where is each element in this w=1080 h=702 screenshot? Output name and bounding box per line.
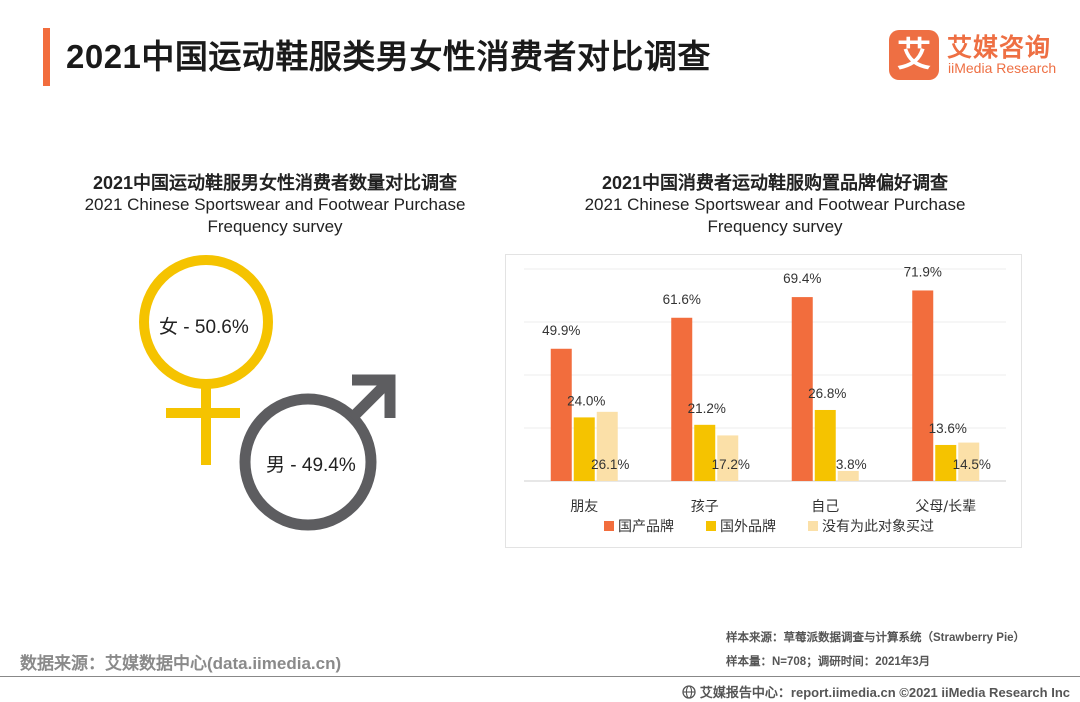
iimedia-logo: 艾 艾媒咨询 iiMedia Research: [889, 30, 1059, 82]
bar-1: [671, 317, 693, 481]
category-label: 朋友: [570, 499, 598, 515]
data-label: 61.6%: [663, 292, 701, 307]
gender-symbols: [139, 255, 396, 531]
logo-name-cn: 艾媒咨询: [947, 34, 1052, 62]
brand-panel-title: 2021中国消费者运动鞋服购置品牌偏好调查 2021 Chinese Sport…: [540, 172, 1010, 238]
footer-copyright: 艾媒报告中心：report.iimedia.cn ©2021 iiMedia R…: [682, 682, 1070, 701]
female-symbol-icon: [139, 255, 273, 465]
brand-title-cn: 2021中国消费者运动鞋服购置品牌偏好调查: [601, 173, 949, 193]
bar-2: [573, 417, 595, 481]
bar-1: [912, 290, 934, 481]
bar-1: [791, 297, 813, 481]
bar-2: [935, 444, 957, 481]
legend-swatch: [604, 521, 614, 531]
data-label: 71.9%: [904, 264, 942, 279]
gender-title-en-line2: Frequency survey: [207, 217, 343, 236]
bar-3: [958, 442, 980, 481]
legend-label: 国外品牌: [720, 518, 776, 535]
category-label: 孩子: [691, 499, 719, 515]
logo-name-en: iiMedia Research: [948, 60, 1057, 76]
legend-label: 国产品牌: [618, 518, 674, 535]
data-source: 数据来源：艾媒数据中心(data.iimedia.cn): [20, 654, 342, 673]
gender-title-cn: 2021中国运动鞋服男女性消费者数量对比调查: [92, 173, 458, 193]
bar-3: [596, 411, 618, 481]
gender-title-en-line1: 2021 Chinese Sportswear and Footwear Pur…: [84, 195, 466, 214]
bar-3: [837, 470, 859, 481]
bar-2: [814, 409, 836, 481]
data-label: 13.6%: [929, 421, 967, 436]
gender-panel-title: 2021中国运动鞋服男女性消费者数量对比调查 2021 Chinese Spor…: [40, 172, 510, 238]
data-label: 14.5%: [953, 457, 991, 472]
brand-title-en-line1: 2021 Chinese Sportswear and Footwear Pur…: [584, 195, 966, 214]
category-label: 父母/长辈: [915, 499, 976, 515]
data-label: 24.0%: [567, 393, 605, 408]
footer-copyright-text: 艾媒报告中心：report.iimedia.cn ©2021 iiMedia R…: [699, 685, 1070, 700]
bar-3: [717, 435, 739, 481]
data-label: 17.2%: [712, 457, 750, 472]
legend-swatch: [706, 521, 716, 531]
data-label: 49.9%: [542, 323, 580, 338]
bar-1: [550, 348, 572, 481]
brand-bar-chart-svg: 49.9% 24.0% 26.1% 朋友 61.6% 21.2% 17.2% 孩子 69.4% 2…: [524, 264, 1006, 535]
brand-preference-chart: 49.9% 24.0% 26.1% 朋友 61.6% 21.2% 17.2% 孩子 69.4% 2…: [505, 254, 1022, 548]
female-share-label: 女 - 50.6%: [159, 317, 249, 338]
male-symbol-icon: [239, 374, 396, 531]
sample-size: 样本量：N=708；调研时间：2021年3月: [726, 656, 931, 668]
title-accent-bar: [43, 28, 50, 86]
footer-divider: [0, 676, 1080, 677]
legend-label: 没有为此对象买过: [822, 519, 934, 535]
data-label: 21.2%: [688, 401, 726, 416]
globe-icon: [682, 685, 696, 699]
logo-mark-icon: 艾: [889, 30, 939, 80]
brand-title-en-line2: Frequency survey: [707, 217, 843, 236]
bar-2: [694, 424, 716, 481]
data-label: 26.8%: [808, 386, 846, 401]
page-title: 2021中国运动鞋服类男女性消费者对比调查: [66, 38, 711, 75]
sample-source: 样本来源：草莓派数据调查与计算系统（Strawberry Pie）: [726, 632, 1026, 644]
data-label: 3.8%: [836, 457, 867, 472]
legend-swatch: [808, 521, 818, 531]
male-share-label: 男 - 49.4%: [266, 455, 356, 476]
data-label: 26.1%: [591, 457, 629, 472]
data-label: 69.4%: [783, 271, 821, 286]
category-label: 自己: [811, 499, 839, 515]
